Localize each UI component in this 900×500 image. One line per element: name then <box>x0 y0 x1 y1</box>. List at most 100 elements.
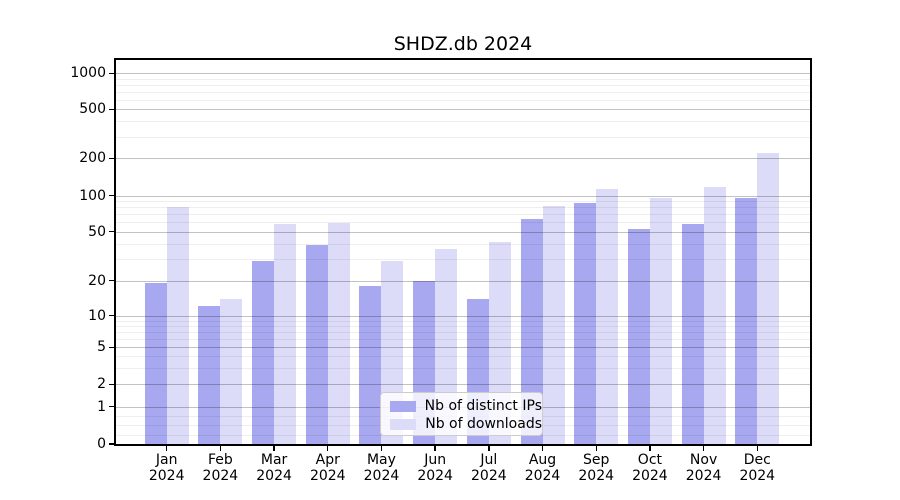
gridline-major <box>116 347 810 349</box>
gridline-minor <box>116 136 810 138</box>
y-tick-label: 1 <box>97 398 106 415</box>
gridline-minor <box>116 325 810 327</box>
bar-distinct-ips-jan <box>144 283 167 444</box>
y-tick-mark <box>109 194 114 197</box>
y-tick-label: 1000 <box>70 65 106 82</box>
x-tick-label: Apr 2024 <box>309 452 346 484</box>
bar-distinct-ips-oct <box>627 228 650 444</box>
x-tick-label: Sep 2024 <box>578 452 615 484</box>
x-tick-mark <box>595 446 597 451</box>
gridline-minor <box>116 121 810 123</box>
gridline-minor <box>116 78 810 80</box>
x-tick-mark <box>166 446 168 451</box>
x-tick-mark <box>380 446 383 451</box>
bar-downloads-nov <box>703 186 726 444</box>
bar-distinct-ips-sep <box>574 203 597 444</box>
y-tick-mark <box>109 108 114 110</box>
x-tick-label: Nov 2024 <box>685 452 722 484</box>
y-tick-mark <box>109 231 114 233</box>
x-tick-label: Jan 2024 <box>148 452 185 484</box>
legend-swatch-distinct-ips <box>390 400 416 412</box>
gridline-minor <box>116 367 810 369</box>
bar-distinct-ips-may <box>359 285 382 444</box>
x-tick-mark <box>434 446 436 451</box>
gridline-minor <box>116 91 810 93</box>
x-tick-mark <box>273 446 275 451</box>
bar-downloads-mar <box>274 223 297 444</box>
y-tick-label: 50 <box>88 223 106 240</box>
y-tick-mark <box>109 346 114 348</box>
gridline-major <box>116 280 810 282</box>
x-tick-mark <box>327 446 329 451</box>
bar-distinct-ips-feb <box>198 306 221 444</box>
gridline-major <box>116 73 810 75</box>
gridline-minor <box>116 207 810 209</box>
y-tick-label: 0 <box>97 436 106 452</box>
legend-label-downloads: Nb of downloads <box>425 416 542 432</box>
y-tick-label: 100 <box>79 187 106 204</box>
gridline-minor <box>116 214 810 216</box>
bar-downloads-feb <box>220 298 243 444</box>
legend-item-downloads: Nb of downloads <box>390 416 542 432</box>
y-tick-mark <box>109 315 114 317</box>
x-tick-mark <box>702 446 705 451</box>
legend-item-distinct-ips: Nb of distinct IPs <box>390 398 542 414</box>
gridline-major <box>116 109 810 111</box>
x-tick-label: Jun 2024 <box>417 452 453 484</box>
y-tick-label: 20 <box>88 272 106 289</box>
gridline-minor <box>116 201 810 202</box>
x-tick-mark <box>541 446 544 451</box>
y-tick-mark <box>109 406 114 408</box>
y-tick-label: 10 <box>88 307 106 324</box>
bar-downloads-sep <box>596 188 619 444</box>
bar-downloads-oct <box>649 197 672 444</box>
gridline-minor <box>116 258 810 260</box>
x-tick-label: Jul 2024 <box>471 452 507 484</box>
gridline-minor <box>116 331 810 333</box>
gridline-minor <box>116 338 810 340</box>
x-tick-mark <box>756 446 758 451</box>
bar-distinct-ips-dec <box>735 197 758 444</box>
bar-distinct-ips-aug <box>520 218 543 444</box>
gridline-minor <box>116 320 810 322</box>
gridline-major <box>116 195 810 197</box>
bar-distinct-ips-apr <box>305 244 328 444</box>
gridline-major <box>116 315 810 317</box>
legend: Nb of distinct IPs Nb of downloads <box>380 392 543 436</box>
bar-downloads-jan <box>166 207 189 444</box>
gridline-minor <box>116 99 810 101</box>
bar-downloads-apr <box>327 223 350 444</box>
gridline-minor <box>116 222 810 224</box>
legend-label-distinct-ips: Nb of distinct IPs <box>424 398 542 414</box>
y-tick-mark <box>109 279 114 282</box>
y-tick-label: 500 <box>79 101 106 118</box>
x-tick-label: May 2024 <box>363 452 400 484</box>
gridline-major <box>116 158 810 160</box>
gridline-minor <box>116 243 810 245</box>
x-tick-label: Aug 2024 <box>524 452 561 484</box>
y-tick-mark <box>109 157 114 159</box>
chart-title: SHDZ.db 2024 <box>393 33 533 55</box>
y-tick-label: 2 <box>97 376 106 393</box>
gridline-minor <box>116 84 810 86</box>
y-tick-label: 5 <box>97 339 106 356</box>
y-tick-mark <box>109 383 114 385</box>
y-tick-mark <box>109 443 114 445</box>
plot-area: Nb of distinct IPs Nb of downloads <box>114 58 812 446</box>
bar-downloads-dec <box>757 153 780 444</box>
x-tick-label: Mar 2024 <box>256 452 292 484</box>
bar-distinct-ips-mar <box>252 260 275 444</box>
x-tick-mark <box>488 446 490 451</box>
x-tick-mark <box>649 446 651 451</box>
gridline-minor <box>116 356 810 358</box>
gridline-major <box>116 384 810 386</box>
y-tick-mark <box>109 72 114 74</box>
x-tick-mark <box>219 446 222 451</box>
bar-distinct-ips-nov <box>681 223 704 444</box>
y-tick-label: 200 <box>79 150 106 167</box>
gridline-major <box>116 231 810 233</box>
x-tick-label: Feb 2024 <box>202 452 239 484</box>
bar-downloads-aug <box>542 205 565 444</box>
x-tick-label: Dec 2024 <box>739 452 776 484</box>
